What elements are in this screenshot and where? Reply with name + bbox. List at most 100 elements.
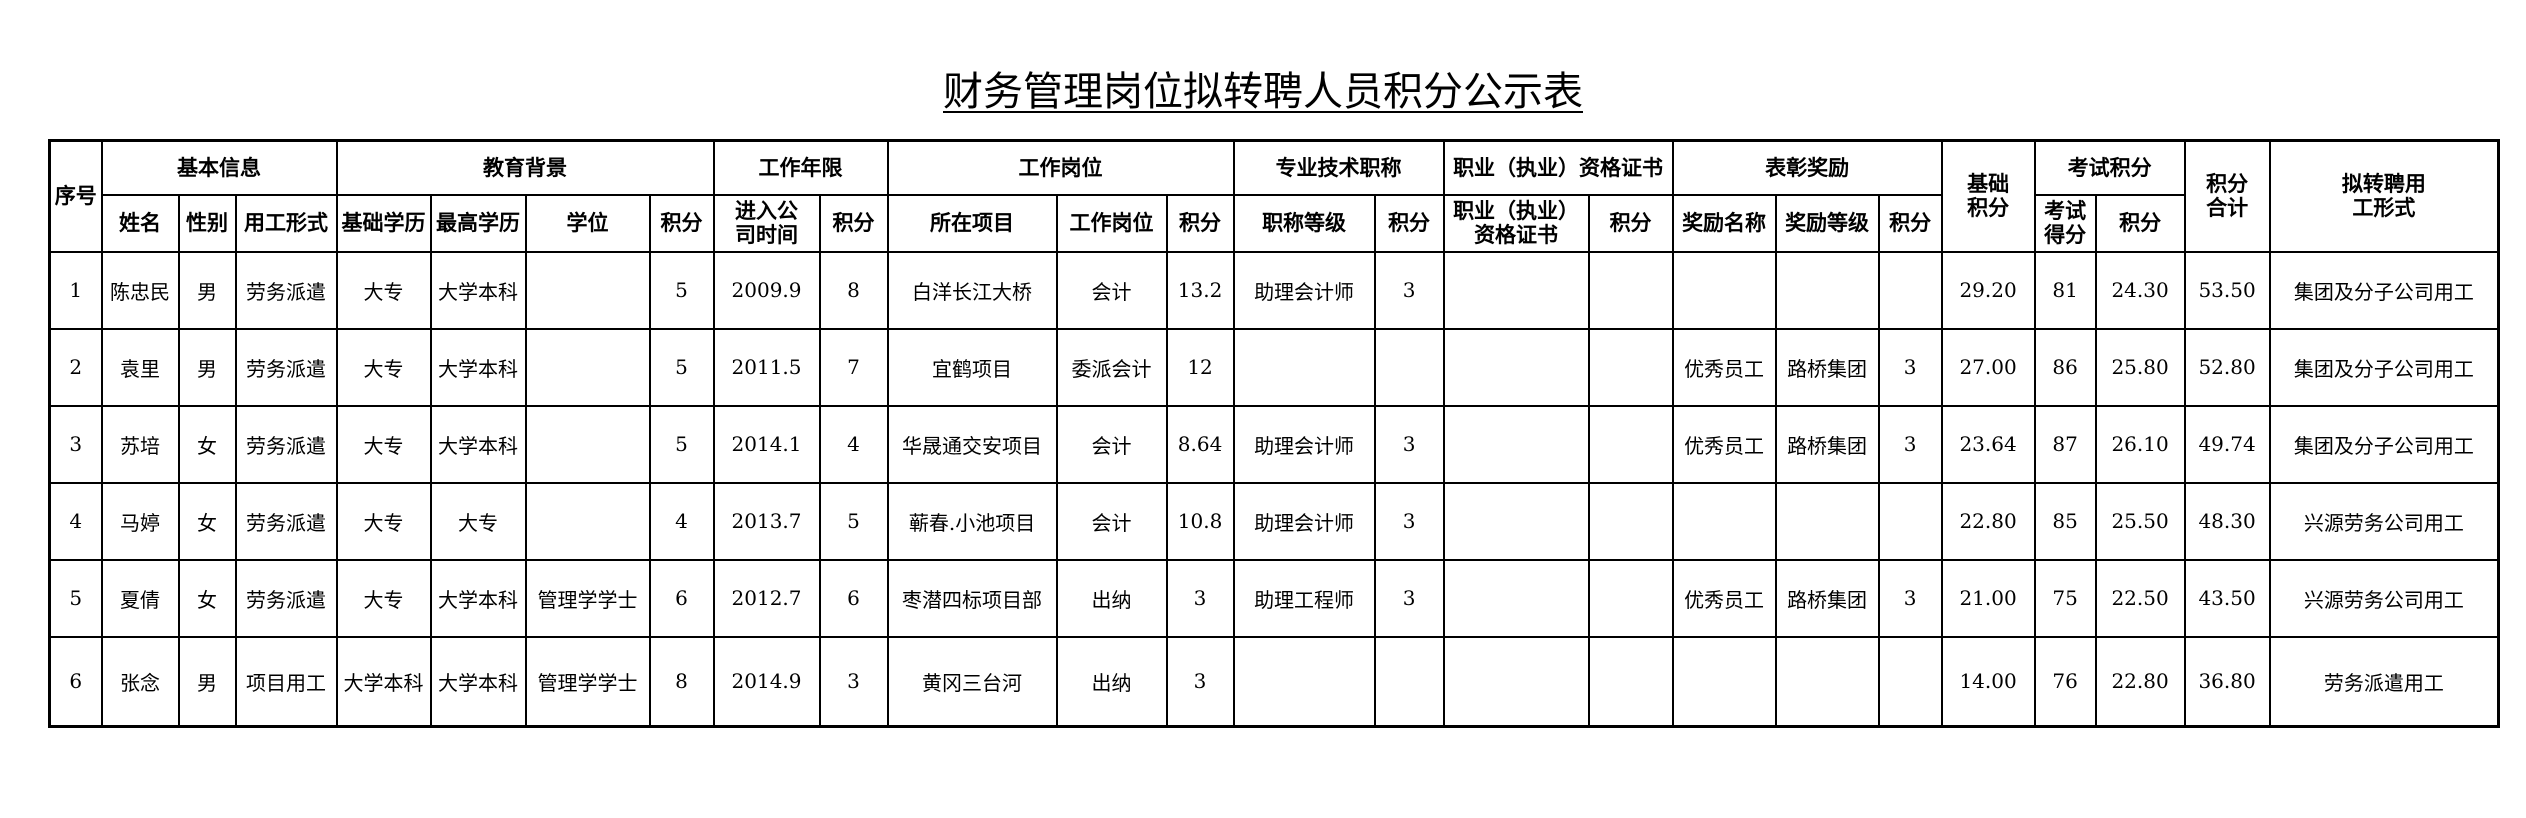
cell-seq: 3 bbox=[48, 404, 103, 484]
cell-seq: 6 bbox=[48, 635, 103, 728]
cell-award-score: 3 bbox=[1877, 558, 1943, 638]
cell-employment: 劳务派遣 bbox=[234, 327, 338, 407]
cell-years-score: 4 bbox=[818, 404, 889, 484]
header-title-level: 职称等级 bbox=[1232, 193, 1376, 253]
cell-cert bbox=[1442, 250, 1590, 330]
cell-edu-score: 4 bbox=[648, 481, 715, 561]
table-row: 5 夏倩女劳务派遣 大专 大学本科 管理学学士 6 2012.7 6 枣潜四标项目部 出纳 3 助理工… bbox=[48, 558, 2500, 638]
cell-top-edu: 大学本科 bbox=[429, 404, 527, 484]
cell-exam-points: 22.50 bbox=[2094, 558, 2186, 638]
cell-award-score: 3 bbox=[1877, 327, 1943, 407]
cell-employment: 劳务派遣 bbox=[234, 558, 338, 638]
header-proposed: 拟转聘用工形式 bbox=[2268, 139, 2500, 253]
cell-post-score: 12 bbox=[1165, 327, 1235, 407]
page-title: 财务管理岗位拟转聘人员积分公示表 bbox=[943, 69, 1583, 115]
cell-exam-points: 25.50 bbox=[2094, 481, 2186, 561]
table-row: 6 张念男项目用工 大学本科 大学本科 管理学学士 8 2014.9 3 黄冈三台河 出纳 3 14.… bbox=[48, 635, 2500, 728]
cell-award-level: 路桥集团 bbox=[1774, 404, 1880, 484]
cell-join-date: 2013.7 bbox=[712, 481, 821, 561]
header-cert-score: 积分 bbox=[1587, 193, 1674, 253]
cell-title-score: 3 bbox=[1373, 481, 1445, 561]
cell-exam-score: 76 bbox=[2033, 635, 2097, 728]
cell-seq: 5 bbox=[48, 558, 103, 638]
cell-award-score bbox=[1877, 481, 1943, 561]
cell-exam-points: 25.80 bbox=[2094, 327, 2186, 407]
cell-total: 53.50 bbox=[2183, 250, 2271, 330]
header-exam-points: 积分 bbox=[2094, 193, 2186, 253]
cell-title-level: 助理会计师 bbox=[1232, 404, 1376, 484]
cell-employment: 劳务派遣 bbox=[234, 250, 338, 330]
cell-name: 夏倩 bbox=[100, 558, 180, 638]
cell-years-score: 5 bbox=[818, 481, 889, 561]
cell-edu-score: 5 bbox=[648, 327, 715, 407]
header-gender: 性别 bbox=[177, 193, 237, 253]
cell-join-date: 2011.5 bbox=[712, 327, 821, 407]
header-award-name: 奖励名称 bbox=[1671, 193, 1777, 253]
cell-base-edu: 大专 bbox=[335, 404, 432, 484]
cell-name: 苏培 bbox=[100, 404, 180, 484]
header-base-score: 基础积分 bbox=[1940, 139, 2036, 253]
cell-exam-score: 85 bbox=[2033, 481, 2097, 561]
cell-proposed: 兴源劳务公司用工 bbox=[2268, 558, 2500, 638]
cell-employment: 劳务派遣 bbox=[234, 481, 338, 561]
cell-project: 白洋长江大桥 bbox=[886, 250, 1058, 330]
cell-title-score: 3 bbox=[1373, 250, 1445, 330]
cell-seq: 2 bbox=[48, 327, 103, 407]
header-education: 教育背景 bbox=[335, 139, 715, 196]
cell-title-score: 3 bbox=[1373, 404, 1445, 484]
cell-title-level bbox=[1232, 327, 1376, 407]
header-award-level: 奖励等级 bbox=[1774, 193, 1880, 253]
cell-years-score: 3 bbox=[818, 635, 889, 728]
cell-proposed: 兴源劳务公司用工 bbox=[2268, 481, 2500, 561]
cell-top-edu: 大学本科 bbox=[429, 635, 527, 728]
cell-award-name: 优秀员工 bbox=[1671, 327, 1777, 407]
cell-degree bbox=[524, 481, 651, 561]
cell-award-level bbox=[1774, 250, 1880, 330]
cell-total: 48.30 bbox=[2183, 481, 2271, 561]
cell-project: 蕲春.小池项目 bbox=[886, 481, 1058, 561]
cell-degree: 管理学学士 bbox=[524, 558, 651, 638]
cell-join-date: 2014.1 bbox=[712, 404, 821, 484]
header-certificate: 职业（执业）资格证书 bbox=[1442, 139, 1674, 196]
cell-award-score: 3 bbox=[1877, 404, 1943, 484]
cell-title-score: 3 bbox=[1373, 558, 1445, 638]
table-row: 1 陈忠民男劳务派遣 大专 大学本科 5 2009.9 8 白洋长江大桥 会计 13.2 助理会计师… bbox=[48, 250, 2500, 330]
cell-title-level bbox=[1232, 635, 1376, 728]
cell-title-score bbox=[1373, 635, 1445, 728]
cell-project: 宜鹤项目 bbox=[886, 327, 1058, 407]
cell-proposed: 集团及分子公司用工 bbox=[2268, 327, 2500, 407]
cell-title-level: 助理会计师 bbox=[1232, 250, 1376, 330]
header-awards: 表彰奖励 bbox=[1671, 139, 1943, 196]
cell-cert-score bbox=[1587, 558, 1674, 638]
table-row: 2 袁里男劳务派遣 大专 大学本科 5 2011.5 7 宜鹤项目 委派会计 12 优秀员工 路桥集团… bbox=[48, 327, 2500, 407]
header-basic-info: 基本信息 bbox=[100, 139, 338, 196]
cell-total: 49.74 bbox=[2183, 404, 2271, 484]
header-top-edu: 最高学历 bbox=[429, 193, 527, 253]
cell-base-score: 29.20 bbox=[1940, 250, 2036, 330]
header-join-date: 进入公司时间 bbox=[712, 193, 821, 253]
header-name: 姓名 bbox=[100, 193, 180, 253]
cell-join-date: 2012.7 bbox=[712, 558, 821, 638]
cell-name: 张念 bbox=[100, 635, 180, 728]
cell-base-edu: 大专 bbox=[335, 481, 432, 561]
cell-cert-score bbox=[1587, 250, 1674, 330]
cell-award-score bbox=[1877, 250, 1943, 330]
cell-project: 黄冈三台河 bbox=[886, 635, 1058, 728]
table-row: 4 马婷女劳务派遣 大专 大专 4 2013.7 5 蕲春.小池项目 会计 10.8 助理会计师 3 2… bbox=[48, 481, 2500, 561]
cell-base-score: 23.64 bbox=[1940, 404, 2036, 484]
cell-top-edu: 大专 bbox=[429, 481, 527, 561]
cell-edu-score: 5 bbox=[648, 404, 715, 484]
header-tech-title: 专业技术职称 bbox=[1232, 139, 1445, 196]
cell-post: 会计 bbox=[1055, 481, 1168, 561]
cell-award-name: 优秀员工 bbox=[1671, 404, 1777, 484]
cell-cert bbox=[1442, 635, 1590, 728]
cell-gender: 男 bbox=[177, 635, 237, 728]
header-total: 积分合计 bbox=[2183, 139, 2271, 253]
header-post: 工作岗位 bbox=[1055, 193, 1168, 253]
cell-total: 36.80 bbox=[2183, 635, 2271, 728]
cell-base-edu: 大专 bbox=[335, 327, 432, 407]
cell-name: 陈忠民 bbox=[100, 250, 180, 330]
cell-post: 会计 bbox=[1055, 250, 1168, 330]
cell-gender: 男 bbox=[177, 327, 237, 407]
cell-cert bbox=[1442, 558, 1590, 638]
